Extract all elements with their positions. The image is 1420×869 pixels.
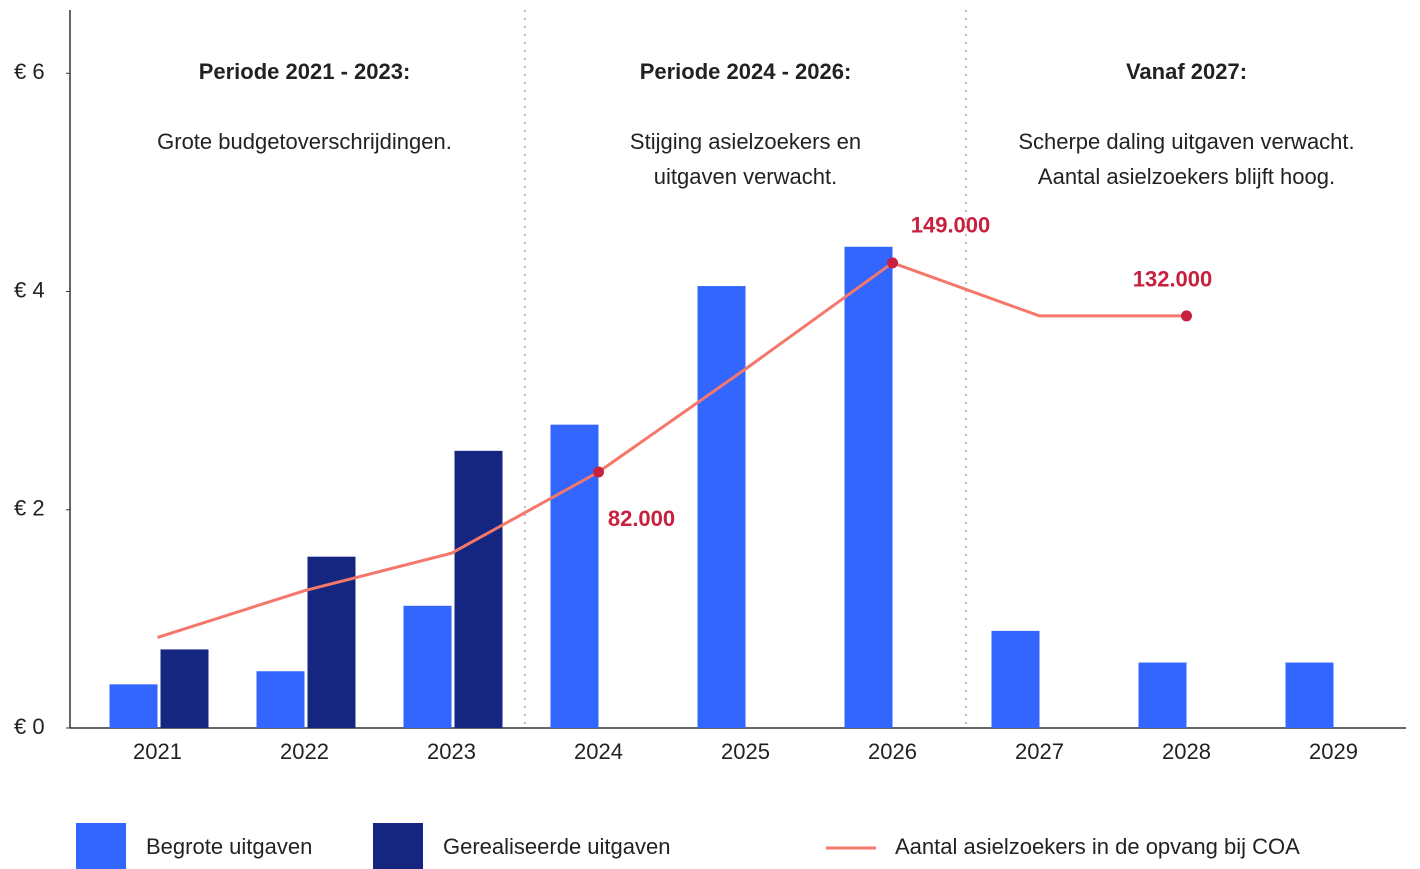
x-tick-label: 2029	[1309, 739, 1358, 764]
y-tick-label: € 2	[14, 496, 45, 521]
bar	[1285, 662, 1334, 728]
period-text: Stijging asielzoekers en	[630, 129, 861, 154]
period-title: Periode 2021 - 2023:	[199, 59, 411, 84]
bar	[256, 671, 305, 728]
line-marker	[593, 466, 604, 478]
period-text: Grote budgetoverschrijdingen.	[157, 129, 452, 154]
data-label: 149.000	[911, 213, 991, 238]
period-title: Periode 2024 - 2026:	[640, 59, 852, 84]
x-tick-label: 2026	[868, 739, 917, 764]
bar	[454, 450, 503, 728]
y-tick-label: € 6	[14, 59, 45, 84]
data-label: 82.000	[608, 506, 675, 531]
bar	[991, 630, 1040, 728]
bar	[844, 246, 893, 728]
period-text: Scherpe daling uitgaven verwacht.	[1018, 129, 1354, 154]
x-tick-label: 2025	[721, 739, 770, 764]
data-label: 132.000	[1133, 267, 1213, 292]
bar	[403, 605, 452, 728]
y-tick-label: € 0	[14, 714, 45, 739]
bar	[550, 424, 599, 728]
legend-swatch	[76, 823, 126, 869]
y-tick-label: € 4	[14, 277, 45, 302]
x-tick-label: 2022	[280, 739, 329, 764]
x-tick-label: 2024	[574, 739, 623, 764]
period-text: uitgaven verwacht.	[654, 164, 837, 189]
x-tick-label: 2027	[1015, 739, 1064, 764]
legend-swatch	[373, 823, 423, 869]
period-title: Vanaf 2027:	[1126, 59, 1247, 84]
legend-label: Begrote uitgaven	[146, 834, 312, 859]
line-marker	[1181, 310, 1192, 322]
x-tick-label: 2028	[1162, 739, 1211, 764]
period-text: Aantal asielzoekers blijft hoog.	[1038, 164, 1335, 189]
x-tick-label: 2021	[133, 739, 182, 764]
line	[157, 261, 1187, 639]
bar	[1138, 662, 1187, 728]
bar	[697, 286, 746, 728]
legend-label: Aantal asielzoekers in de opvang bij COA	[895, 834, 1300, 859]
line-marker	[887, 257, 898, 269]
legend-label: Gerealiseerde uitgaven	[443, 834, 670, 859]
bar	[160, 649, 209, 728]
bar	[109, 684, 158, 728]
x-tick-label: 2023	[427, 739, 476, 764]
